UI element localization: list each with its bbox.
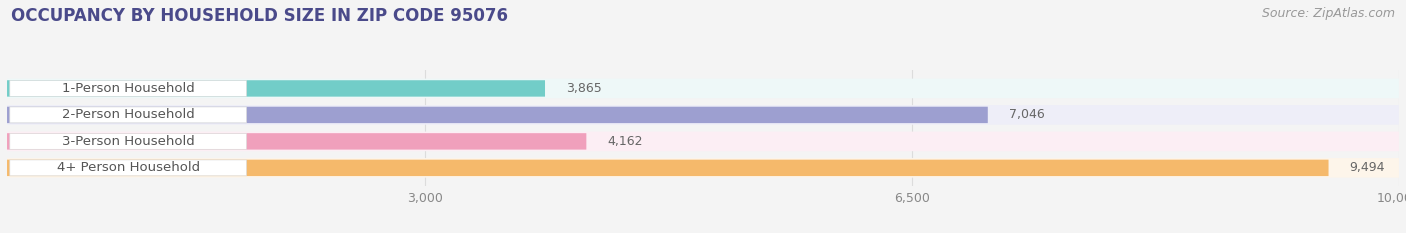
Text: 2-Person Household: 2-Person Household	[62, 108, 194, 121]
Text: 4,162: 4,162	[607, 135, 643, 148]
Text: 3,865: 3,865	[565, 82, 602, 95]
FancyBboxPatch shape	[7, 133, 586, 150]
FancyBboxPatch shape	[10, 107, 246, 123]
Text: 4+ Person Household: 4+ Person Household	[56, 161, 200, 174]
FancyBboxPatch shape	[7, 132, 1399, 151]
FancyBboxPatch shape	[7, 79, 1399, 98]
FancyBboxPatch shape	[10, 160, 246, 176]
FancyBboxPatch shape	[7, 105, 1399, 125]
FancyBboxPatch shape	[7, 158, 1399, 178]
Text: 9,494: 9,494	[1350, 161, 1385, 174]
Text: Source: ZipAtlas.com: Source: ZipAtlas.com	[1261, 7, 1395, 20]
FancyBboxPatch shape	[7, 160, 1329, 176]
Text: 7,046: 7,046	[1008, 108, 1045, 121]
FancyBboxPatch shape	[7, 107, 988, 123]
Text: 3-Person Household: 3-Person Household	[62, 135, 194, 148]
FancyBboxPatch shape	[7, 80, 546, 97]
FancyBboxPatch shape	[10, 134, 246, 149]
FancyBboxPatch shape	[10, 80, 246, 96]
Text: 1-Person Household: 1-Person Household	[62, 82, 194, 95]
Text: OCCUPANCY BY HOUSEHOLD SIZE IN ZIP CODE 95076: OCCUPANCY BY HOUSEHOLD SIZE IN ZIP CODE …	[11, 7, 508, 25]
